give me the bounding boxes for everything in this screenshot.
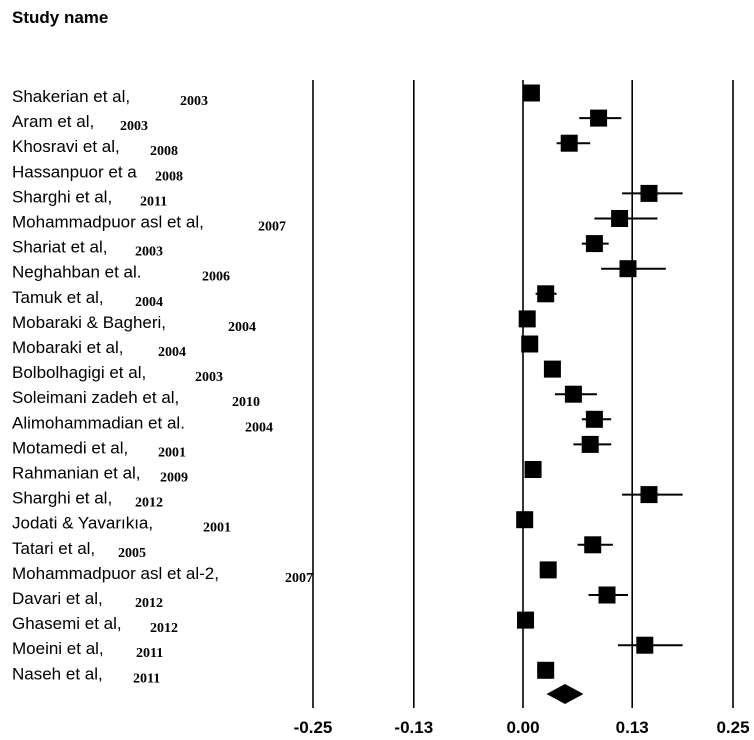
study-year: 2011 — [140, 194, 167, 209]
point-estimate-marker — [517, 611, 535, 629]
study-year: 2010 — [232, 395, 260, 410]
study-year: 2012 — [150, 621, 178, 636]
study-label: Ghasemi et al, — [12, 614, 122, 633]
point-estimate-marker — [585, 235, 603, 253]
study-year: 2007 — [258, 220, 286, 235]
study-label: Naseh et al, — [12, 664, 103, 683]
x-tick-label: -0.13 — [394, 718, 433, 737]
study-year: 2003 — [180, 94, 208, 109]
point-estimate-marker — [584, 536, 602, 554]
point-estimate-marker — [640, 184, 658, 202]
study-year: 2003 — [195, 370, 223, 385]
x-tick-label: 0.13 — [616, 718, 649, 737]
study-year: 2004 — [158, 345, 186, 360]
study-label: Sharghi et al, — [12, 489, 112, 508]
study-year: 2006 — [202, 270, 230, 285]
study-label: Alimohammadian et al. — [12, 413, 185, 432]
study-label: Sharghi et al, — [12, 187, 112, 206]
point-estimate-marker — [585, 410, 603, 428]
study-year: 2001 — [203, 521, 231, 536]
study-year: 2003 — [135, 245, 163, 260]
point-estimate-marker — [521, 335, 539, 353]
point-estimate-marker — [636, 636, 654, 654]
study-year: 2008 — [150, 144, 178, 159]
study-name-header: Study name — [12, 8, 109, 27]
x-tick-label: 0.25 — [716, 718, 749, 737]
study-year: 2004 — [245, 420, 273, 435]
point-estimate-marker — [560, 134, 578, 152]
study-label: Bolbolhagigi et al, — [12, 363, 146, 382]
point-estimate-marker — [598, 586, 616, 604]
study-year: 2011 — [136, 646, 163, 661]
point-estimate-marker — [516, 511, 534, 529]
study-label: Jodati & Yavarıkıa, — [12, 514, 153, 533]
study-year: 2001 — [158, 445, 186, 460]
point-estimate-marker — [522, 84, 540, 102]
study-label: Shakerian et al, — [12, 87, 130, 106]
study-label: Aram et al, — [12, 112, 94, 131]
study-label: Neghahban et al. — [12, 263, 142, 282]
point-estimate-marker — [564, 385, 582, 403]
study-year: 2009 — [160, 471, 188, 486]
study-label: Moeini et al, — [12, 639, 104, 658]
study-label: Motamedi et al, — [12, 438, 128, 457]
point-estimate-marker — [619, 260, 637, 278]
study-label: Mobaraki & Bagheri, — [12, 313, 166, 332]
point-estimate-marker — [524, 461, 542, 478]
study-year: 2004 — [135, 295, 163, 310]
point-estimate-marker — [537, 285, 555, 303]
point-estimate-marker — [581, 435, 599, 453]
study-year: 2007 — [285, 571, 313, 586]
study-label: Tatari et al, — [12, 539, 95, 558]
study-year: 2008 — [155, 169, 183, 184]
point-estimate-marker — [537, 661, 555, 679]
study-year: 2012 — [135, 596, 163, 611]
study-label: Mohammadpuor asl et al, — [12, 213, 204, 232]
point-estimate-marker — [611, 210, 629, 227]
study-label: Shariat et al, — [12, 238, 107, 257]
point-estimate-marker — [518, 310, 536, 328]
point-estimate-marker — [543, 360, 561, 378]
study-label: Mohammadpuor asl et al-2, — [12, 564, 219, 583]
point-estimate-marker — [640, 486, 658, 504]
study-label: Rahmanian et al, — [12, 464, 141, 483]
point-estimate-marker — [590, 109, 608, 127]
study-year: 2005 — [118, 546, 146, 561]
study-label: Soleimani zadeh et al, — [12, 388, 179, 407]
study-year: 2004 — [228, 320, 256, 335]
study-label: Mobaraki et al, — [12, 338, 124, 357]
point-estimate-marker — [539, 561, 557, 579]
study-label: Tamuk et al, — [12, 288, 104, 307]
study-label: Hassanpuor et a — [12, 162, 137, 181]
summary-diamond — [546, 684, 584, 704]
study-label: Khosravi et al, — [12, 137, 120, 156]
study-year: 2012 — [135, 496, 163, 511]
x-tick-label: -0.25 — [294, 718, 333, 737]
study-label: Davari et al, — [12, 589, 103, 608]
study-year: 2011 — [133, 671, 160, 686]
study-year: 2003 — [120, 119, 148, 134]
x-tick-label: 0.00 — [506, 718, 539, 737]
